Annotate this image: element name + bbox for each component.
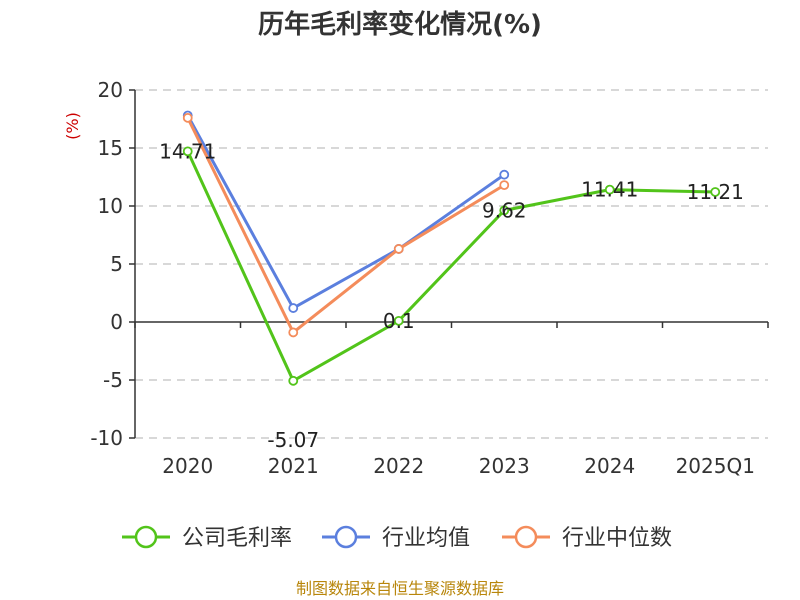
legend-label: 公司毛利率 — [182, 526, 292, 551]
x-tick-label: 2025Q1 — [676, 454, 755, 478]
legend[interactable]: 公司毛利率 行业均值 行业中位数 — [122, 525, 672, 551]
data-label: 0.1 — [383, 309, 415, 333]
source-note: 制图数据来自恒生聚源数据库 — [296, 579, 504, 598]
data-point[interactable] — [288, 375, 299, 386]
data-point[interactable] — [182, 146, 193, 157]
legend-label: 行业均值 — [382, 526, 470, 551]
legend-label: 行业中位数 — [562, 526, 672, 551]
y-tick-label: 0 — [110, 310, 123, 334]
x-tick-label: 2022 — [373, 454, 424, 478]
series-2 — [182, 112, 510, 338]
data-point[interactable] — [710, 187, 721, 197]
x-tick-label: 2024 — [584, 454, 635, 478]
legend-item[interactable]: 行业均值 — [322, 525, 470, 551]
y-axis-unit: (%) — [63, 112, 82, 140]
data-point[interactable] — [393, 244, 404, 254]
series — [182, 110, 721, 386]
data-label: 11.21 — [687, 180, 744, 204]
data-label: 9.62 — [482, 198, 527, 222]
legend-item[interactable]: 公司毛利率 — [122, 525, 292, 551]
data-point[interactable] — [604, 184, 615, 195]
data-point[interactable] — [499, 169, 510, 180]
x-tick-label: 2023 — [479, 454, 530, 478]
x-tick-label: 2020 — [162, 454, 213, 478]
y-tick-label: 20 — [98, 78, 123, 102]
data-point[interactable] — [393, 315, 404, 326]
y-tick-label: -5 — [103, 368, 123, 392]
x-tick-label: 2021 — [268, 454, 319, 478]
series-line — [186, 114, 506, 310]
legend-item[interactable]: 行业中位数 — [502, 525, 672, 551]
y-tick-label: 15 — [98, 136, 123, 160]
data-point[interactable] — [288, 327, 299, 338]
data-point[interactable] — [288, 303, 299, 313]
data-point[interactable] — [182, 112, 193, 123]
legend-marker — [334, 525, 358, 549]
series-line — [186, 150, 716, 383]
series-0 — [182, 146, 721, 386]
y-tick-label: -10 — [90, 426, 123, 450]
data-point[interactable] — [499, 205, 510, 216]
data-label: 14.71 — [159, 139, 216, 163]
legend-marker — [514, 525, 538, 549]
series-line — [186, 117, 506, 334]
chart-title: 历年毛利率变化情况(%) — [258, 9, 542, 40]
data-label: -5.07 — [267, 428, 319, 452]
legend-marker — [134, 525, 158, 549]
y-tick-label: 10 — [98, 194, 123, 218]
y-tick-label: 5 — [110, 252, 123, 276]
data-labels: 14.71 -5.07 0.1 9.62 11.41 11.21 — [159, 139, 744, 451]
data-point[interactable] — [499, 180, 510, 191]
data-label: 11.41 — [581, 178, 638, 202]
